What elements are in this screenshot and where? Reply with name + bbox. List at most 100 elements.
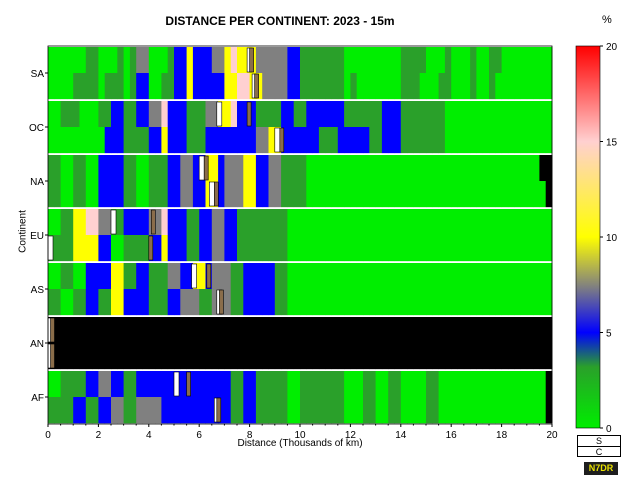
- x-tick-label: 4: [146, 430, 152, 441]
- heat-cell-sa: [350, 47, 358, 74]
- heat-cell-sa: [262, 47, 269, 74]
- heat-cell-na: [186, 181, 194, 208]
- heat-cell-oc: [520, 101, 528, 128]
- heat-cell-an: [155, 343, 162, 370]
- heat-cell-eu: [501, 209, 509, 236]
- heat-cell-an: [249, 317, 257, 344]
- heat-cell-sa: [388, 73, 395, 100]
- heat-cell-as: [381, 263, 389, 290]
- heat-cell-an: [262, 317, 269, 344]
- heat-cell-oc: [249, 101, 257, 128]
- heat-cell-an: [444, 317, 452, 344]
- heat-cell-an: [281, 343, 288, 370]
- heat-cell-as: [388, 263, 395, 290]
- heat-cell-an: [174, 343, 181, 370]
- heat-cell-an: [363, 317, 370, 344]
- heat-cell-eu: [306, 235, 313, 262]
- heat-cell-oc: [255, 127, 263, 154]
- heat-cell-na: [192, 181, 200, 208]
- heat-cell-eu: [255, 209, 263, 236]
- heat-cell-eu: [287, 209, 295, 236]
- heat-cell-sa: [331, 47, 339, 74]
- heat-cell-as: [274, 263, 282, 290]
- heat-cell-af: [205, 397, 213, 424]
- heat-cell-eu: [476, 209, 484, 236]
- heat-cell-as: [318, 263, 326, 290]
- heat-cell-na: [111, 181, 118, 208]
- heat-cell-eu: [98, 209, 106, 236]
- heat-cell-eu: [243, 209, 250, 236]
- x-tick-label: 0: [45, 430, 51, 441]
- heat-cell-eu: [325, 235, 332, 262]
- heat-cell-sa: [306, 73, 313, 100]
- heat-cell-sa: [148, 47, 156, 74]
- heat-cell-an: [388, 317, 395, 344]
- heat-cell-sa: [268, 47, 276, 74]
- heat-cell-eu: [438, 209, 446, 236]
- heat-cell-af: [281, 371, 288, 398]
- heat-cell-na: [79, 155, 87, 182]
- heat-cell-an: [501, 317, 509, 344]
- heat-cell-an: [419, 343, 427, 370]
- heat-cell-an: [287, 343, 295, 370]
- heat-cell-as: [331, 263, 339, 290]
- heat-cell-sa: [375, 47, 383, 74]
- heat-cell-as: [520, 289, 528, 316]
- heat-cell-oc: [539, 127, 547, 154]
- heat-cell-na: [180, 155, 187, 182]
- heat-cell-sa: [123, 47, 131, 74]
- heat-cell-eu: [407, 235, 414, 262]
- heat-cell-sa: [199, 47, 206, 74]
- heat-cell-eu: [230, 209, 238, 236]
- heat-cell-as: [205, 289, 213, 316]
- heat-cell-as: [432, 263, 439, 290]
- heat-cell-af: [274, 397, 282, 424]
- heat-cell-na: [356, 155, 364, 182]
- heat-cell-sa: [476, 73, 484, 100]
- heat-cell-eu: [205, 235, 213, 262]
- heat-cell-sa: [218, 47, 225, 74]
- heat-cell-af: [350, 397, 358, 424]
- heat-cell-sa: [117, 73, 124, 100]
- heat-cell-af: [507, 371, 515, 398]
- heat-cell-sa: [520, 73, 528, 100]
- heat-cell-as: [419, 289, 427, 316]
- heat-cell-an: [507, 343, 515, 370]
- heat-cell-na: [520, 155, 528, 182]
- x-tick-label: 10: [294, 430, 306, 441]
- heat-cell-oc: [331, 127, 339, 154]
- heat-cell-af: [318, 397, 326, 424]
- heat-cell-af: [211, 371, 219, 398]
- heat-cell-na: [281, 181, 288, 208]
- heat-cell-oc: [73, 101, 80, 128]
- heat-cell-an: [255, 343, 263, 370]
- heat-cell-an: [318, 317, 326, 344]
- heat-cell-af: [60, 397, 68, 424]
- heat-cell-as: [337, 263, 345, 290]
- heat-cell-sa: [539, 73, 547, 100]
- heat-cell-an: [514, 317, 521, 344]
- heat-cell-sa: [489, 47, 496, 74]
- heat-cell-sa: [394, 47, 402, 74]
- heat-cell-af: [293, 397, 301, 424]
- heat-cell-as: [438, 289, 446, 316]
- heat-cell-an: [482, 317, 490, 344]
- heat-cell-eu: [192, 235, 200, 262]
- heat-cell-na: [407, 155, 414, 182]
- heat-cell-oc: [79, 127, 87, 154]
- heat-cell-af: [117, 371, 124, 398]
- heat-cell-an: [293, 317, 301, 344]
- heat-cell-eu: [394, 235, 402, 262]
- heat-cell-as: [104, 263, 112, 290]
- heat-cell-eu: [318, 209, 326, 236]
- heat-cell-af: [54, 371, 61, 398]
- heat-cell-eu: [79, 209, 87, 236]
- heat-cell-af: [482, 397, 490, 424]
- heat-cell-oc: [111, 127, 118, 154]
- heat-cell-eu: [539, 235, 547, 262]
- heat-cell-oc: [186, 127, 194, 154]
- heat-cell-an: [331, 317, 339, 344]
- heat-cell-an: [337, 317, 345, 344]
- heat-cell-oc: [407, 127, 414, 154]
- heat-cell-oc: [92, 101, 99, 128]
